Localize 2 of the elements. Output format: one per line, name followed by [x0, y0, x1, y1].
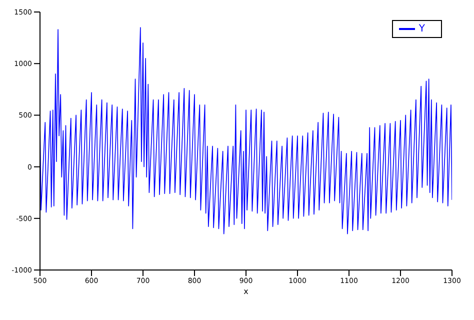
- legend-label: Y: [418, 24, 425, 35]
- x-axis-title: x: [244, 287, 249, 296]
